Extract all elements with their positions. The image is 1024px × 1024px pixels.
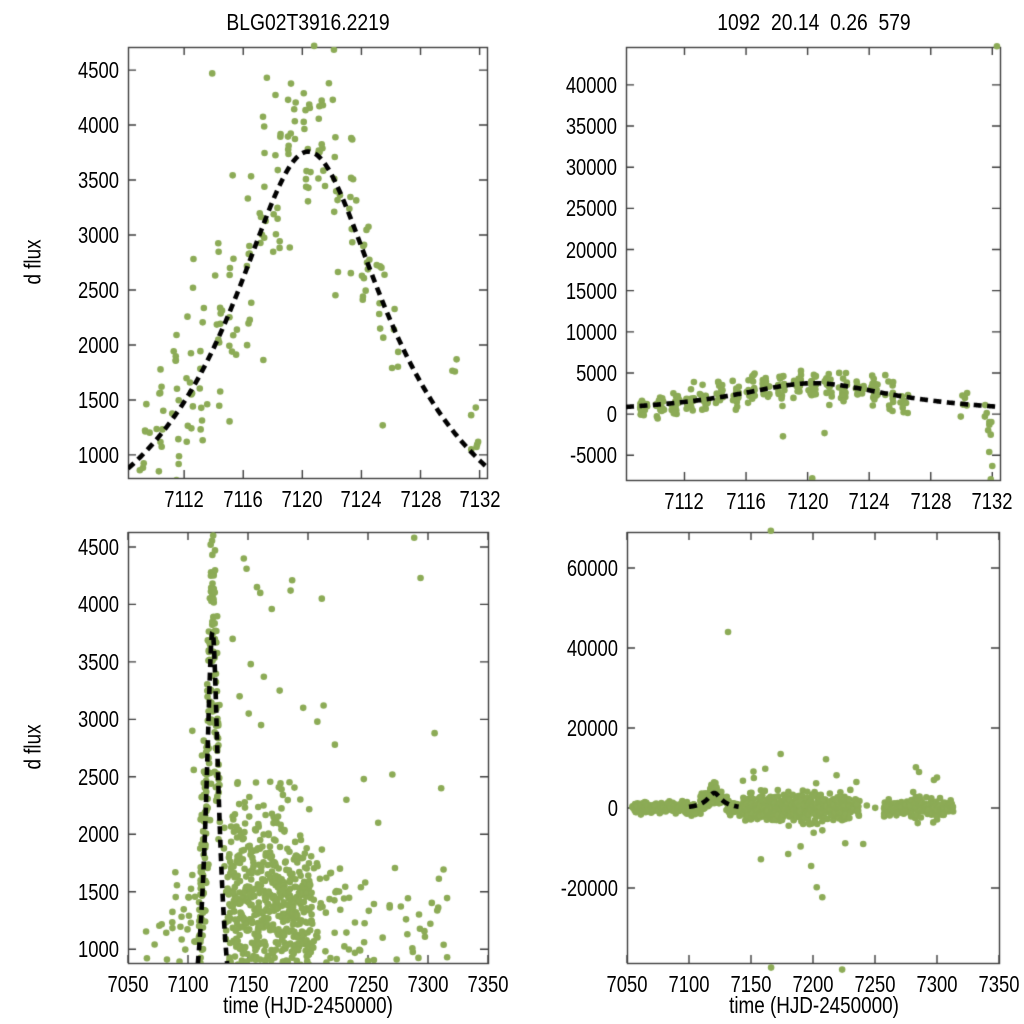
x-tick-label: 7132 — [459, 486, 501, 512]
y-tick-label: 40000 — [565, 71, 617, 98]
x-tick-label: 7116 — [223, 486, 264, 512]
x-tick-label: 7128 — [400, 486, 441, 512]
x-tick-label: 7132 — [971, 488, 1013, 514]
x-tick-label: 7116 — [726, 488, 766, 514]
y-tick-label: 60000 — [566, 555, 618, 581]
y-tick-label: 4500 — [78, 533, 119, 560]
y-tick-label: 40000 — [566, 635, 618, 661]
y-tick-label: 0 — [607, 795, 618, 821]
y-tick-label: 10000 — [565, 318, 617, 345]
y-tick-label: 1500 — [78, 386, 119, 413]
y-tick-label: 1000 — [78, 936, 119, 963]
y-tick-label: 20000 — [565, 236, 617, 263]
x-tick-label: 7200 — [792, 971, 834, 997]
y-tick-label: 30000 — [565, 154, 617, 181]
x-tick-label: 7124 — [340, 486, 382, 512]
y-tick-label: 1500 — [78, 878, 119, 905]
x-axis-label-bottom-left: time (HJD-2450000) — [223, 992, 393, 1018]
x-tick-label: 7300 — [407, 971, 449, 997]
x-tick-label: 7050 — [107, 971, 149, 997]
x-tick-label: 7200 — [287, 971, 329, 997]
y-tick-label: 20000 — [566, 715, 618, 741]
y-tick-label: -20000 — [560, 875, 618, 901]
x-tick-label: 7120 — [281, 486, 323, 512]
x-tick-label: 7100 — [668, 971, 710, 997]
y-tick-label: 2500 — [78, 276, 119, 303]
y-tick-label: 1000 — [78, 441, 119, 468]
y-tick-label: 3000 — [78, 706, 119, 733]
y-tick-label: 5000 — [576, 359, 617, 386]
x-tick-label: 7150 — [227, 971, 269, 997]
y-tick-label: 3000 — [78, 222, 119, 248]
y-tick-label: 2000 — [78, 821, 119, 848]
y-tick-label: 3500 — [78, 648, 119, 675]
y-tick-label: 2500 — [78, 763, 119, 790]
y-tick-label: 15000 — [565, 277, 617, 304]
x-tick-label: 7128 — [910, 488, 952, 514]
y-tick-label: 25000 — [565, 195, 617, 222]
x-tick-label: 7350 — [467, 971, 509, 997]
x-tick-label: 7124 — [848, 488, 890, 514]
y-tick-label: 4500 — [78, 57, 119, 84]
x-tick-label: 7050 — [606, 971, 648, 997]
x-tick-label: 7250 — [347, 971, 389, 997]
y-tick-label: 3500 — [78, 167, 119, 194]
y-tick-label: 35000 — [565, 113, 617, 140]
x-tick-label: 7300 — [916, 971, 958, 997]
x-tick-label: 7100 — [167, 971, 209, 997]
panel-title-top-left: BLG02T3916.2219 — [226, 9, 390, 35]
x-tick-label: 7112 — [664, 488, 705, 514]
y-tick-label: 4000 — [78, 591, 119, 618]
x-tick-label: 7350 — [978, 971, 1020, 997]
y-tick-label: 0 — [606, 401, 617, 428]
x-axis-label-bottom-right: time (HJD-2450000) — [729, 992, 899, 1018]
x-tick-label: 7250 — [854, 971, 896, 997]
x-tick-label: 7112 — [164, 486, 204, 512]
y-tick-label: 4000 — [78, 112, 119, 139]
x-tick-label: 7120 — [787, 488, 829, 514]
panel-title-top-right: 1092 20.14 0.26 579 — [717, 9, 911, 35]
y-tick-label: 2000 — [78, 331, 119, 358]
x-tick-label: 7150 — [730, 971, 772, 997]
y-tick-label: -5000 — [569, 442, 617, 469]
